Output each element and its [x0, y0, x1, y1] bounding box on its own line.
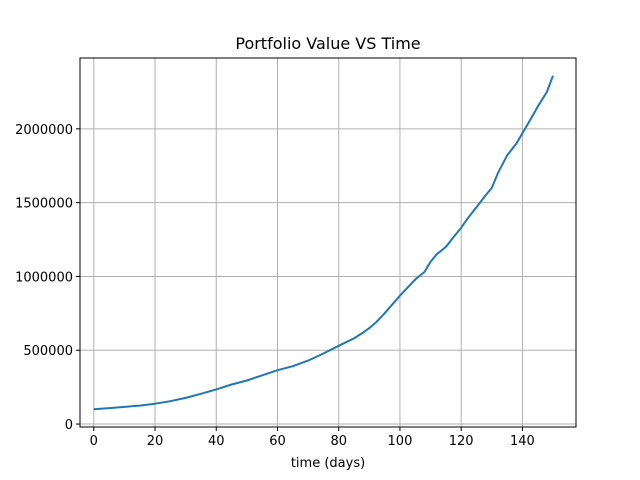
y-tick-label: 0: [65, 418, 73, 433]
grid: [80, 58, 576, 427]
x-axis: 0 20 40 60 80 100 120 140: [90, 427, 535, 449]
y-axis: 0 500000 1000000 1500000 2000000: [15, 123, 80, 433]
y-tick-label: 500000: [23, 344, 73, 359]
x-tick-label: 120: [449, 434, 474, 449]
chart-title: Portfolio Value VS Time: [235, 34, 420, 53]
y-tick-label: 1000000: [15, 270, 73, 285]
x-tick-label: 0: [90, 434, 98, 449]
y-tick-label: 2000000: [15, 123, 73, 138]
series-line-0: [93, 75, 554, 411]
plot-area-frame: [79, 57, 577, 428]
x-tick-label: 40: [208, 434, 225, 449]
series-layer: [93, 75, 554, 411]
x-tick-label: 100: [388, 434, 413, 449]
x-tick-label: 140: [510, 434, 535, 449]
x-tick-label: 60: [269, 434, 286, 449]
x-axis-label: time (days): [291, 456, 365, 471]
y-tick-label: 1500000: [15, 197, 73, 212]
x-tick-label: 80: [330, 434, 347, 449]
x-tick-label: 20: [147, 434, 164, 449]
